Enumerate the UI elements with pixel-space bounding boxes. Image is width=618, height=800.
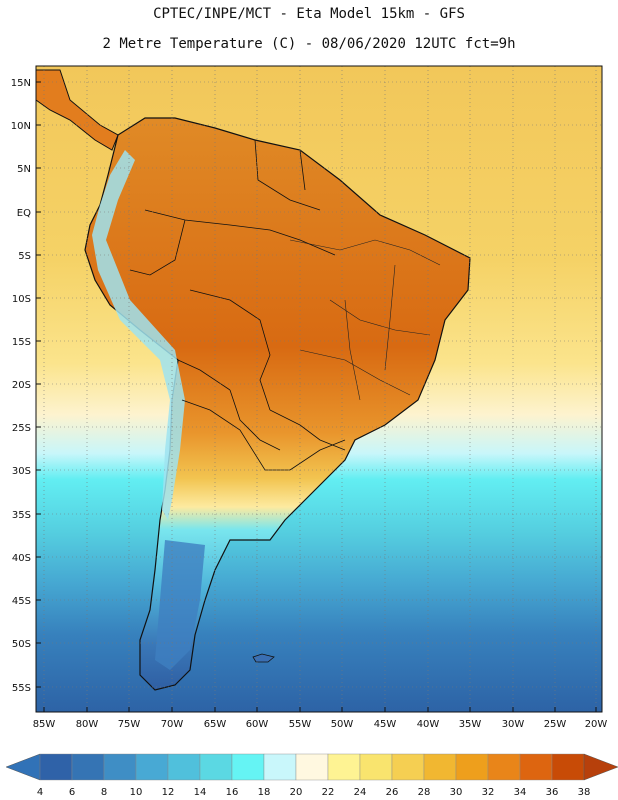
lon-label: 35W bbox=[459, 719, 482, 730]
colorbar-label: 6 bbox=[69, 787, 75, 798]
lon-label: 65W bbox=[204, 719, 227, 730]
lat-label: 10N bbox=[11, 121, 31, 132]
colorbar-label: 24 bbox=[354, 787, 367, 798]
colorbar-label: 12 bbox=[162, 787, 175, 798]
falkland-islands bbox=[252, 653, 275, 663]
lat-label: 5N bbox=[17, 164, 31, 175]
colorbar-label: 32 bbox=[482, 787, 495, 798]
lon-label: 20W bbox=[585, 719, 608, 730]
colorbar-swatch bbox=[199, 753, 233, 781]
lon-label: 70W bbox=[161, 719, 184, 730]
colorbar-swatch bbox=[263, 753, 297, 781]
colorbar-label: 10 bbox=[130, 787, 143, 798]
colorbar-overflow-triangle bbox=[583, 753, 618, 781]
lon-label: 50W bbox=[331, 719, 354, 730]
lat-label: 55S bbox=[12, 683, 31, 694]
colorbar-label: 36 bbox=[546, 787, 559, 798]
lon-label: 75W bbox=[118, 719, 141, 730]
map-frame bbox=[35, 65, 603, 713]
chart-subtitle: 2 Metre Temperature (C) - 08/06/2020 12U… bbox=[102, 36, 516, 52]
colorbar-swatch bbox=[39, 753, 73, 781]
colorbar-swatch bbox=[359, 753, 393, 781]
lat-label: 15S bbox=[12, 337, 31, 348]
colorbar-swatch bbox=[327, 753, 361, 781]
colorbar-label: 30 bbox=[450, 787, 463, 798]
lat-label: 30S bbox=[12, 466, 31, 477]
colorbar-label: 20 bbox=[290, 787, 303, 798]
colorbar-label: 28 bbox=[418, 787, 431, 798]
lat-label: 15N bbox=[11, 78, 31, 89]
lon-label: 55W bbox=[289, 719, 312, 730]
lon-label: 85W bbox=[33, 719, 56, 730]
chart-title: CPTEC/INPE/MCT - Eta Model 15km - GFS bbox=[153, 6, 465, 22]
colorbar-label: 16 bbox=[226, 787, 239, 798]
colorbar-swatch bbox=[455, 753, 489, 781]
latitude-axis: 15N 10N 5N EQ 5S 10S 15S 20S 25S 30S 35S… bbox=[11, 78, 31, 694]
colorbar-swatch bbox=[295, 753, 329, 781]
central-america-land bbox=[36, 69, 119, 151]
lat-label: EQ bbox=[17, 208, 31, 219]
colorbar-swatch bbox=[103, 753, 137, 781]
lon-label: 60W bbox=[246, 719, 269, 730]
lon-label: 45W bbox=[374, 719, 397, 730]
lat-label: 25S bbox=[12, 423, 31, 434]
colorbar-swatch bbox=[423, 753, 457, 781]
colorbar-labels: 4 6 8 10 12 14 16 18 20 22 24 26 28 30 3… bbox=[37, 787, 591, 798]
lat-label: 45S bbox=[12, 596, 31, 607]
colorbar-label: 38 bbox=[578, 787, 591, 798]
colorbar-label: 8 bbox=[101, 787, 107, 798]
colorbar: 4 6 8 10 12 14 16 18 20 22 24 26 28 30 3… bbox=[5, 753, 618, 798]
colorbar-label: 14 bbox=[194, 787, 207, 798]
colorbar-swatch bbox=[167, 753, 201, 781]
lat-label: 35S bbox=[12, 510, 31, 521]
patagonia-cold-region bbox=[155, 540, 205, 670]
lat-label: 10S bbox=[12, 294, 31, 305]
colorbar-swatch bbox=[551, 753, 585, 781]
colorbar-underflow-triangle bbox=[5, 753, 41, 781]
colorbar-swatch bbox=[519, 753, 553, 781]
lon-label: 30W bbox=[502, 719, 525, 730]
lon-label: 40W bbox=[417, 719, 440, 730]
lon-label: 80W bbox=[76, 719, 99, 730]
colorbar-swatch bbox=[487, 753, 521, 781]
colorbar-label: 4 bbox=[37, 787, 43, 798]
colorbar-swatch bbox=[231, 753, 265, 781]
lat-label: 50S bbox=[12, 639, 31, 650]
lon-label: 25W bbox=[544, 719, 567, 730]
axis-ticks bbox=[36, 81, 597, 712]
lat-label: 40S bbox=[12, 553, 31, 564]
colorbar-label: 22 bbox=[322, 787, 335, 798]
colorbar-label: 18 bbox=[258, 787, 271, 798]
colorbar-label: 34 bbox=[514, 787, 527, 798]
colorbar-label: 26 bbox=[386, 787, 399, 798]
temperature-field bbox=[36, 66, 602, 712]
lat-label: 20S bbox=[12, 380, 31, 391]
colorbar-swatch bbox=[135, 753, 169, 781]
lat-label: 5S bbox=[18, 251, 31, 262]
longitude-axis: 85W 80W 75W 70W 65W 60W 55W 50W 45W 40W … bbox=[33, 719, 608, 730]
country-borders bbox=[129, 139, 346, 471]
colorbar-swatch bbox=[391, 753, 425, 781]
colorbar-swatch bbox=[71, 753, 105, 781]
andes-cold-highlands bbox=[92, 150, 185, 520]
